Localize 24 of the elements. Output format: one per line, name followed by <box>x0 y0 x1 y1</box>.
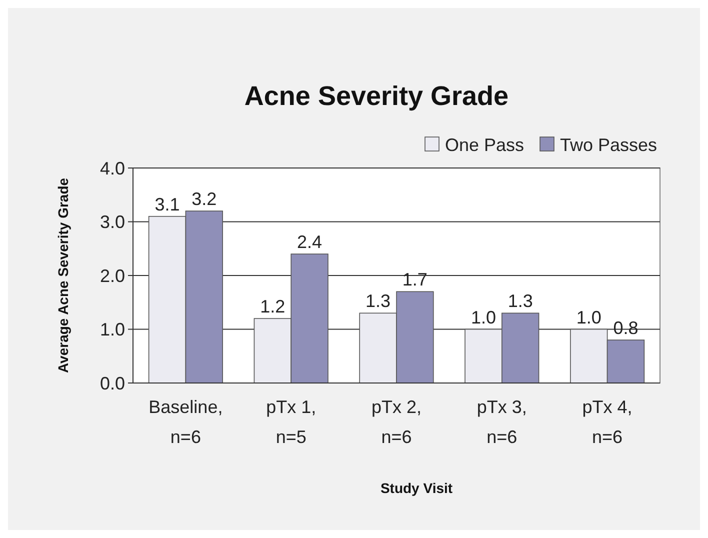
y-tick-label: 2.0 <box>100 266 125 286</box>
legend-label: One Pass <box>445 135 524 155</box>
data-label: 1.7 <box>402 270 428 290</box>
x-tick-label: pTx 3, n=6 <box>476 397 527 447</box>
data-label: 3.1 <box>154 194 180 214</box>
y-tick-label: 4.0 <box>100 158 125 178</box>
y-tick-label: 3.0 <box>100 212 125 232</box>
chart-title: Acne Severity Grade <box>244 81 509 111</box>
x-tick-label: pTx 2, n=6 <box>371 397 422 447</box>
x-tick-label: pTx 4, n=6 <box>582 397 632 447</box>
y-tick-label: 1.0 <box>100 320 125 340</box>
data-label: 1.3 <box>508 291 533 312</box>
data-label: 1.2 <box>260 296 286 316</box>
y-axis-title: Average Acne Severity Grade <box>55 178 71 374</box>
x-tick-label: Baseline, n=6 <box>148 397 223 447</box>
data-label: 2.4 <box>297 232 322 252</box>
y-tick-label: 0.0 <box>100 373 125 394</box>
data-label: 3.2 <box>192 189 217 209</box>
x-axis-title: Study Visit <box>380 480 453 496</box>
data-label: 1.0 <box>470 307 496 328</box>
data-label: 1.0 <box>576 307 602 328</box>
data-label: 1.3 <box>366 291 391 312</box>
legend-label: Two Passes <box>560 135 658 155</box>
x-tick-label: pTx 1, n=5 <box>266 397 316 447</box>
